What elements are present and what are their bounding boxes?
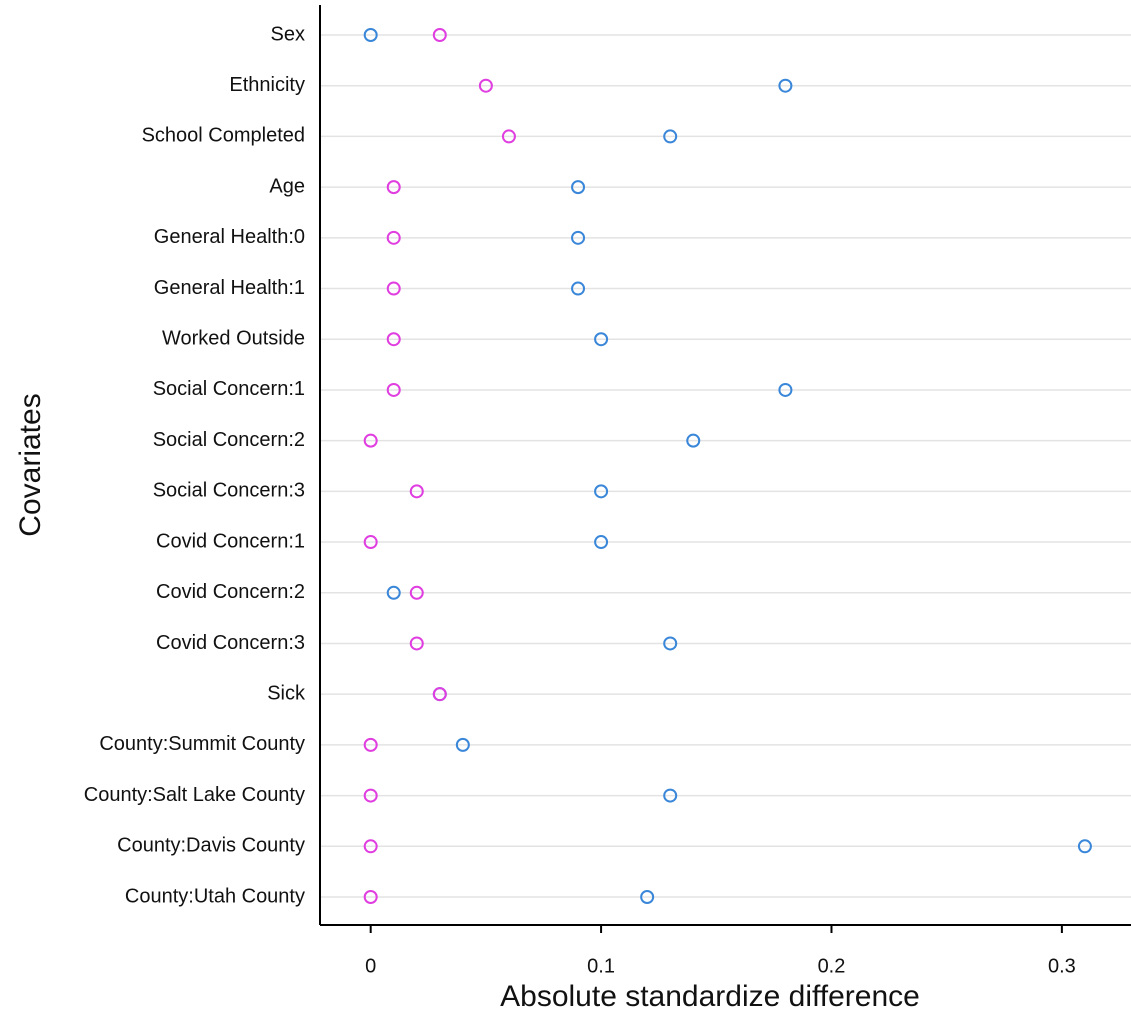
- dot: [663, 636, 678, 651]
- dot: [363, 433, 378, 448]
- y-tick-label: Worked Outside: [162, 328, 305, 350]
- y-axis-title: Covariates: [14, 393, 47, 536]
- dot: [409, 484, 424, 499]
- y-tick-label: General Health:0: [154, 226, 305, 248]
- y-tick-label: Sick: [267, 682, 306, 704]
- y-tick-label: County:Davis County: [117, 835, 305, 857]
- y-tick-label: Covid Concern:2: [156, 581, 305, 603]
- dot: [386, 382, 401, 397]
- dot: [594, 332, 609, 347]
- y-tick-label: Social Concern:2: [153, 429, 305, 451]
- y-tick-label: Sex: [271, 23, 305, 45]
- dot: [501, 129, 516, 144]
- y-tick-label: General Health:1: [154, 277, 305, 299]
- y-tick-label: County:Utah County: [125, 885, 305, 907]
- dot: [1077, 839, 1092, 854]
- dot: [409, 636, 424, 651]
- dot: [386, 281, 401, 296]
- x-tick-label: 0.2: [818, 955, 846, 977]
- y-tick-label: School Completed: [142, 125, 305, 147]
- dot: [386, 332, 401, 347]
- dot: [386, 585, 401, 600]
- dot: [409, 585, 424, 600]
- y-tick-label: Social Concern:3: [153, 480, 305, 502]
- dot: [432, 687, 447, 702]
- y-tick-label: County:Summit County: [99, 733, 305, 755]
- dot: [363, 28, 378, 42]
- x-axis-title: Absolute standardize difference: [500, 980, 920, 1013]
- dot: [594, 535, 609, 550]
- y-tick-label: County:Salt Lake County: [84, 784, 305, 806]
- dot: [386, 230, 401, 245]
- dot: [455, 737, 470, 752]
- dot: [571, 281, 586, 296]
- x-tick-label: 0.1: [587, 955, 615, 977]
- dot: [363, 839, 378, 854]
- dot: [363, 535, 378, 550]
- dot: [663, 129, 678, 144]
- dot: [386, 180, 401, 195]
- dot: [594, 484, 609, 499]
- dot: [363, 890, 378, 904]
- y-tick-label: Age: [269, 175, 305, 197]
- dot: [363, 737, 378, 752]
- dot: [640, 890, 655, 904]
- y-tick-label: Covid Concern:1: [156, 530, 305, 552]
- dot: [478, 78, 493, 93]
- dot: [778, 382, 793, 397]
- y-tick-label: Social Concern:1: [153, 378, 305, 400]
- dot: [778, 78, 793, 93]
- x-tick-label: 0.3: [1048, 955, 1076, 977]
- y-tick-label: Covid Concern:3: [156, 632, 305, 654]
- y-tick-label: Ethnicity: [229, 74, 305, 96]
- dot: [686, 433, 701, 448]
- dot: [663, 788, 678, 803]
- dot: [363, 788, 378, 803]
- dot: [432, 28, 447, 42]
- dot: [571, 180, 586, 195]
- x-tick-label: 0: [365, 955, 376, 977]
- dot: [571, 230, 586, 245]
